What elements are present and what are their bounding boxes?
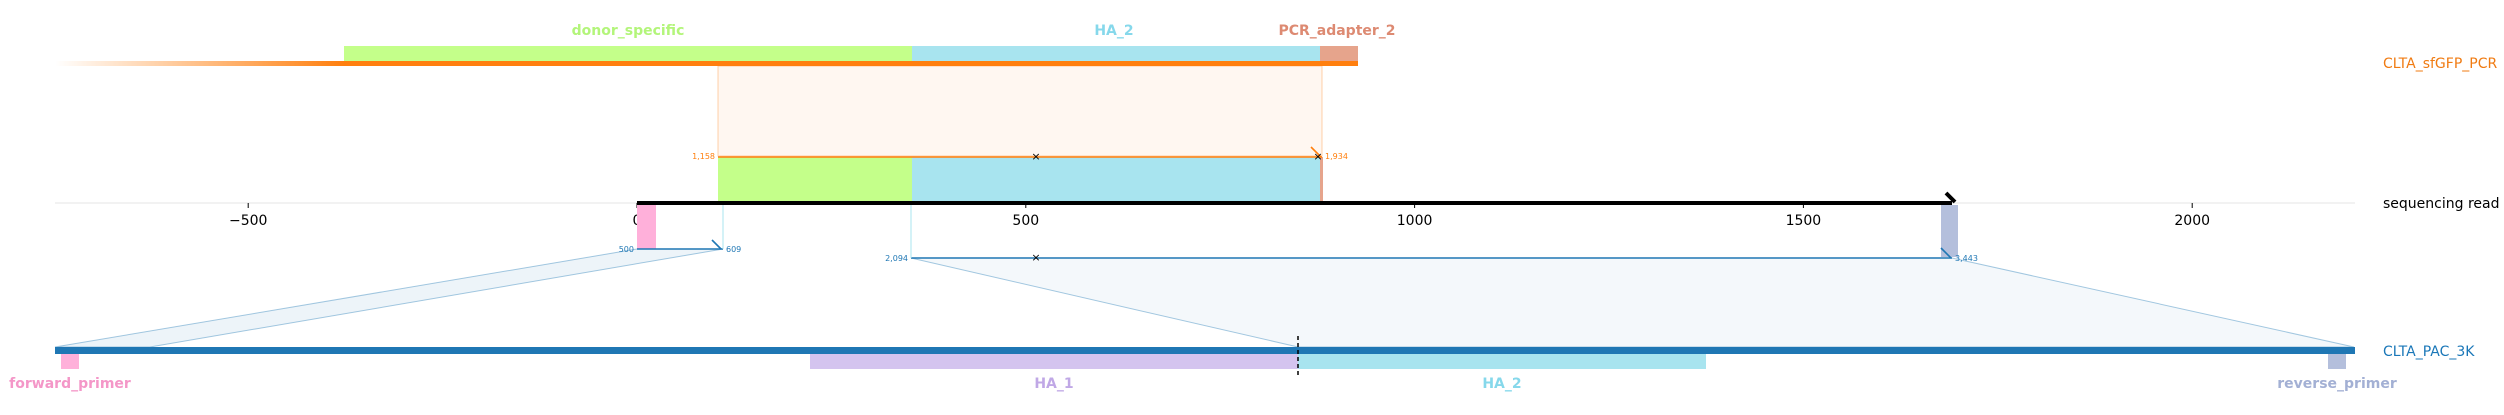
bottom-feature-forward-primer: [61, 352, 79, 369]
read-feature-pcr-adapter-2: [1320, 157, 1323, 203]
read-feature-ha-2: [912, 157, 1320, 203]
top-alignment-end-cross: ×: [1313, 150, 1322, 163]
read-axis-ticks: −5000500100015002000: [229, 203, 2210, 229]
read-track: −5000500100015002000 sequencing read: [55, 191, 2499, 257]
axis-tick-label: 2000: [2174, 213, 2210, 229]
bottom-alignment-2-query-end: 3,443: [1955, 254, 1978, 263]
bottom-feature-reverse-primer: [2328, 352, 2346, 369]
top-feature-donor-specific: [344, 46, 912, 63]
top-alignment-arrow: [1310, 146, 1322, 158]
top-alignment: × × 1,158 1,934: [692, 65, 1348, 203]
top-track-line: [344, 61, 1358, 66]
read-track-name: sequencing read: [2383, 196, 2499, 212]
sequencing-read-arrow: [1944, 191, 1957, 204]
read-feature-donor-specific: [718, 157, 912, 203]
axis-tick-label: 1500: [1786, 213, 1822, 229]
bottom-track-line: [55, 347, 2355, 354]
bottom-feature-label-ha-2: HA_2: [1482, 376, 1521, 392]
read-feature-forward-primer: [637, 205, 656, 249]
bottom-alignment-1-band: [54, 248, 724, 348]
bottom-feature-label-forward-primer: forward_primer: [9, 376, 131, 392]
top-feature-ha-2: [912, 46, 1320, 63]
top-alignment-query-start: 1,158: [692, 152, 715, 161]
bottom-feature-ha-2: [1298, 352, 1706, 369]
top-feature-label-ha-2: HA_2: [1094, 23, 1133, 39]
bottom-alignment-1-query-end: 609: [726, 245, 741, 254]
bottom-alignment-1-query-start: 500: [619, 245, 634, 254]
bottom-alignment-2-arrow: [1940, 247, 1952, 259]
bottom-alignment-2-band: [910, 257, 2355, 348]
top-alignment-shade: [717, 65, 1323, 157]
bottom-track-name: CLTA_PAC_3K: [2383, 344, 2475, 360]
bottom-track: forward_primer HA_1 HA_2 reverse_primer …: [9, 336, 2475, 392]
axis-tick-label: 1000: [1397, 213, 1433, 229]
top-track: donor_specific HA_2 PCR_adapter_2 CLTA_s…: [55, 23, 2497, 72]
top-feature-label-pcr-adapter-2: PCR_adapter_2: [1278, 23, 1395, 39]
bottom-feature-label-ha-1: HA_1: [1034, 376, 1073, 392]
top-alignment-query-end: 1,934: [1325, 152, 1348, 161]
top-alignment-mid-cross: ×: [1031, 150, 1040, 163]
axis-tick-label: −500: [229, 213, 267, 229]
bottom-alignment-2-mid-cross: ×: [1031, 251, 1040, 264]
top-feature-pcr-adapter-2: [1320, 46, 1358, 63]
bottom-alignment-2-query-start: 2,094: [885, 254, 908, 263]
top-track-name: CLTA_sfGFP_PCR: [2383, 56, 2497, 72]
read-feature-reverse-primer: [1941, 205, 1958, 257]
axis-tick-label: 500: [1012, 213, 1039, 229]
top-feature-label-donor-specific: donor_specific: [572, 23, 685, 39]
top-track-line-fade: [55, 61, 344, 66]
bottom-feature-label-reverse-primer: reverse_primer: [2277, 376, 2397, 392]
bottom-feature-ha-1: [810, 352, 1298, 369]
bottom-alignments: 500 609 × 2,094 3,443: [54, 205, 2355, 348]
bottom-alignment-1-arrow: [711, 239, 722, 250]
